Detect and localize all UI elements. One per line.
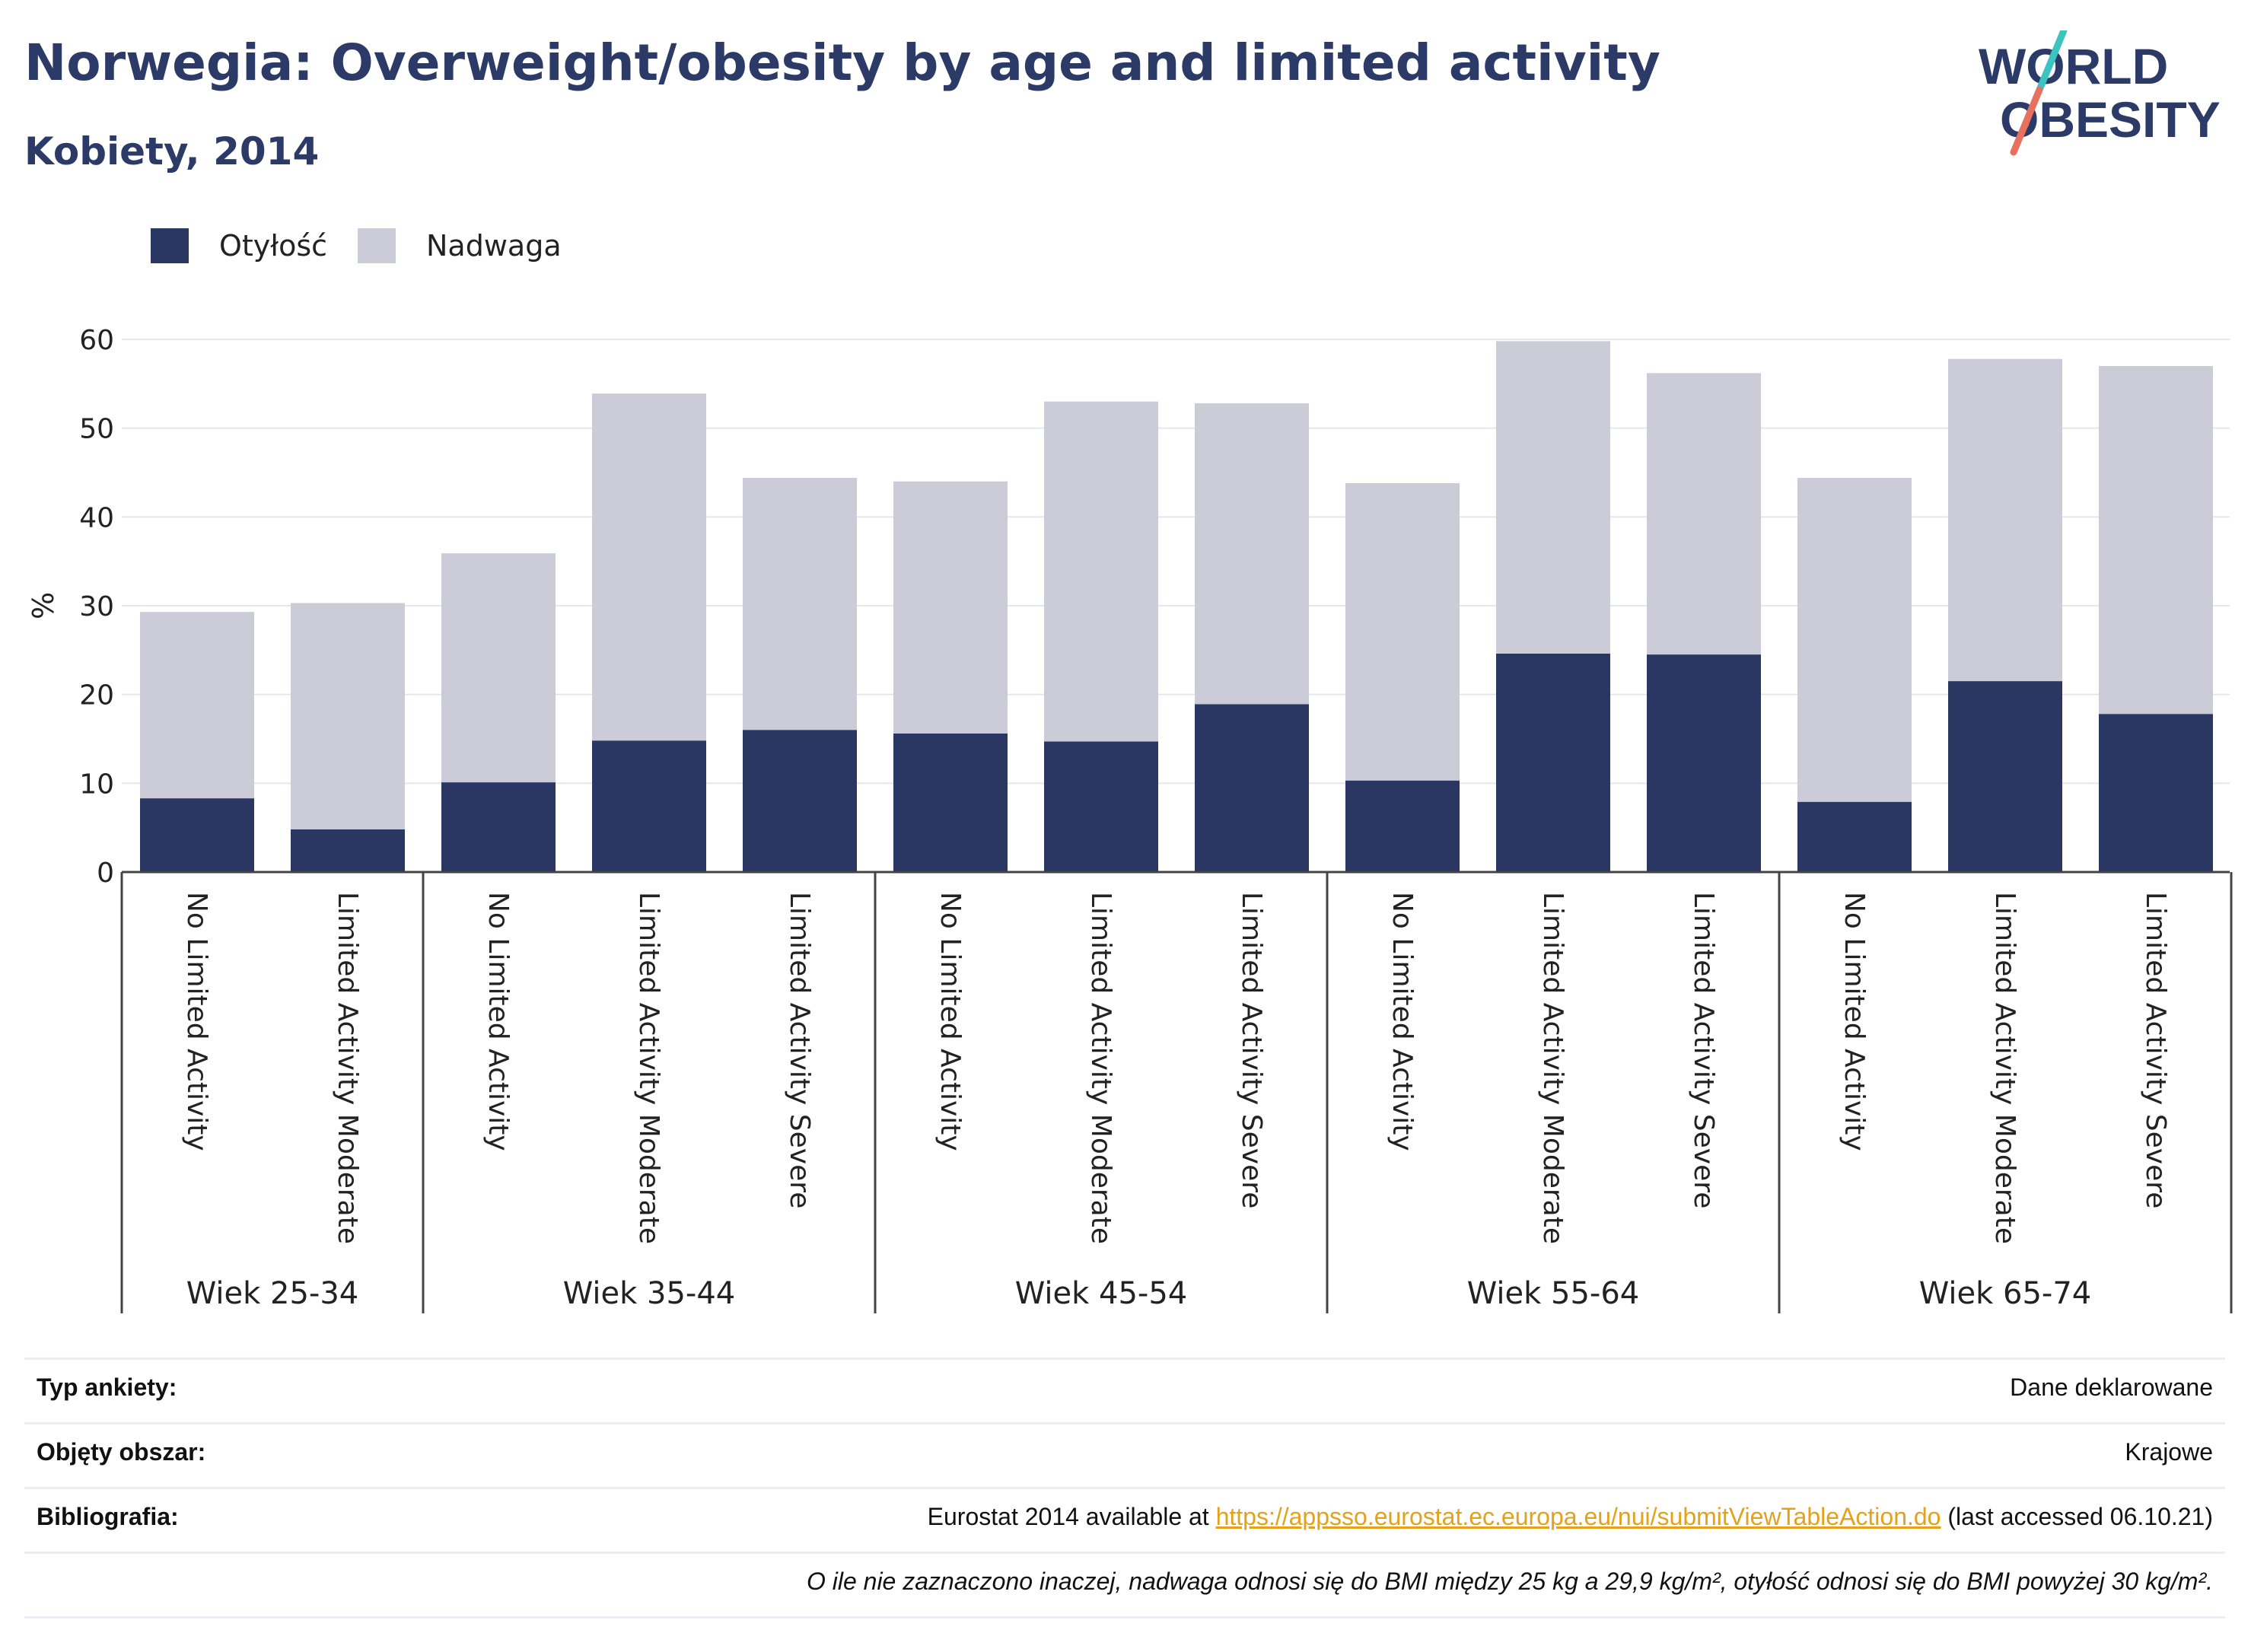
- info-label: Typ ankiety:: [37, 1373, 177, 1401]
- bar-obesity[interactable]: [1044, 741, 1158, 873]
- bar-overweight[interactable]: [140, 612, 254, 799]
- logo-slash-bottom: [2010, 86, 2043, 156]
- x-tick-label: Limited Activity Severe: [1688, 892, 1719, 1208]
- bar-overweight[interactable]: [291, 603, 405, 830]
- bibliography-prefix: Eurostat 2014 available at: [927, 1503, 1216, 1530]
- bibliography-link[interactable]: https://appsso.eurostat.ec.europa.eu/nui…: [1215, 1503, 1941, 1530]
- info-label: Objęty obszar:: [37, 1438, 206, 1466]
- definition-note: O ile nie zaznaczono inaczej, nadwaga od…: [806, 1568, 2213, 1595]
- y-tick-label: 0: [97, 858, 114, 889]
- bar-overweight[interactable]: [1647, 373, 1761, 655]
- x-tick-label: Limited Activity Moderate: [1537, 892, 1568, 1244]
- world-obesity-logo: WORLD OBESITY: [1979, 30, 2221, 156]
- legend-label-overweight: Nadwaga: [426, 229, 562, 263]
- bar-overweight[interactable]: [1345, 483, 1460, 781]
- x-tick-label: Limited Activity Severe: [2140, 892, 2171, 1208]
- bar-obesity[interactable]: [291, 829, 405, 872]
- info-value: Krajowe: [2125, 1438, 2213, 1466]
- legend-swatch-overweight: [358, 228, 396, 263]
- x-tick-label: Limited Activity Moderate: [332, 892, 363, 1244]
- bar-overweight[interactable]: [1948, 358, 2062, 682]
- x-tick-label: No Limited Activity: [482, 892, 514, 1151]
- bar-obesity[interactable]: [1345, 780, 1460, 872]
- bar-obesity[interactable]: [441, 782, 556, 872]
- bar-obesity[interactable]: [1948, 681, 2062, 872]
- x-tick-label: Limited Activity Moderate: [1085, 892, 1116, 1244]
- chart-title: Norwegia: Overweight/obesity by age and …: [24, 33, 1660, 92]
- group-label: Wiek 65-74: [1919, 1276, 2092, 1311]
- bar-chart: 0 10 20 30 40 50 60% No Limited Activity Limited…: [27, 325, 2233, 1313]
- chart-subtitle: Kobiety, 2014: [24, 129, 320, 173]
- y-tick-label: 60: [79, 325, 114, 356]
- group-label: Wiek 55-64: [1467, 1276, 1640, 1311]
- bar-obesity[interactable]: [592, 740, 706, 872]
- bibliography-suffix: (last accessed 06.10.21): [1941, 1503, 2213, 1530]
- x-tick-label: Limited Activity Severe: [1236, 892, 1267, 1208]
- bar-overweight[interactable]: [1195, 403, 1309, 705]
- y-axis-label: %: [27, 592, 60, 619]
- bar-obesity[interactable]: [1647, 654, 1761, 872]
- info-label: Bibliografia:: [37, 1503, 179, 1530]
- y-tick-label: 10: [79, 769, 114, 800]
- group-label: Wiek 25-34: [186, 1276, 359, 1311]
- bar-overweight[interactable]: [1044, 401, 1158, 742]
- bar-overweight[interactable]: [592, 393, 706, 741]
- group-label: Wiek 35-44: [563, 1276, 736, 1311]
- x-tick-label: Limited Activity Moderate: [633, 892, 664, 1244]
- bar-obesity[interactable]: [1496, 654, 1610, 872]
- bar-overweight[interactable]: [1496, 341, 1610, 654]
- y-tick-label: 40: [79, 502, 114, 533]
- y-tick-label: 20: [79, 680, 114, 711]
- info-row-survey-type: Typ ankiety: Dane deklarowane: [24, 1358, 2225, 1422]
- x-tick-label: Limited Activity Severe: [784, 892, 815, 1208]
- bar-obesity[interactable]: [140, 798, 254, 872]
- bar-overweight[interactable]: [2099, 366, 2213, 715]
- legend-label-obesity: Otyłość: [219, 229, 328, 263]
- bar-overweight[interactable]: [743, 478, 857, 731]
- info-row-note: O ile nie zaznaczono inaczej, nadwaga od…: [24, 1552, 2225, 1619]
- info-value: Dane deklarowane: [2010, 1373, 2213, 1401]
- logo-slash-top: [2036, 30, 2068, 94]
- y-tick-label: 30: [79, 591, 114, 622]
- bar-obesity[interactable]: [893, 734, 1008, 872]
- legend-swatch-obesity: [151, 228, 189, 263]
- bar-overweight[interactable]: [441, 553, 556, 783]
- x-tick-label: No Limited Activity: [181, 892, 212, 1151]
- bar-overweight[interactable]: [893, 481, 1008, 734]
- group-label: Wiek 45-54: [1015, 1276, 1188, 1311]
- info-value: Eurostat 2014 available at https://appss…: [928, 1503, 2213, 1531]
- bar-obesity[interactable]: [2099, 714, 2213, 872]
- bar-obesity[interactable]: [743, 730, 857, 872]
- info-row-coverage: Objęty obszar: Krajowe: [24, 1422, 2225, 1487]
- x-tick-label: No Limited Activity: [934, 892, 966, 1151]
- info-table: Typ ankiety: Dane deklarowane Objęty obs…: [24, 1358, 2225, 1619]
- x-tick-label: No Limited Activity: [1387, 892, 1418, 1151]
- y-tick-label: 50: [79, 414, 114, 445]
- info-row-bibliography: Bibliografia: Eurostat 2014 available at…: [24, 1487, 2225, 1552]
- bar-obesity[interactable]: [1195, 704, 1309, 873]
- bar-obesity[interactable]: [1797, 801, 1912, 872]
- logo-line1: WORLD: [1979, 38, 2168, 94]
- x-tick-label: Limited Activity Moderate: [1989, 892, 2020, 1244]
- x-tick-label: No Limited Activity: [1839, 892, 1870, 1151]
- bar-overweight[interactable]: [1797, 478, 1912, 802]
